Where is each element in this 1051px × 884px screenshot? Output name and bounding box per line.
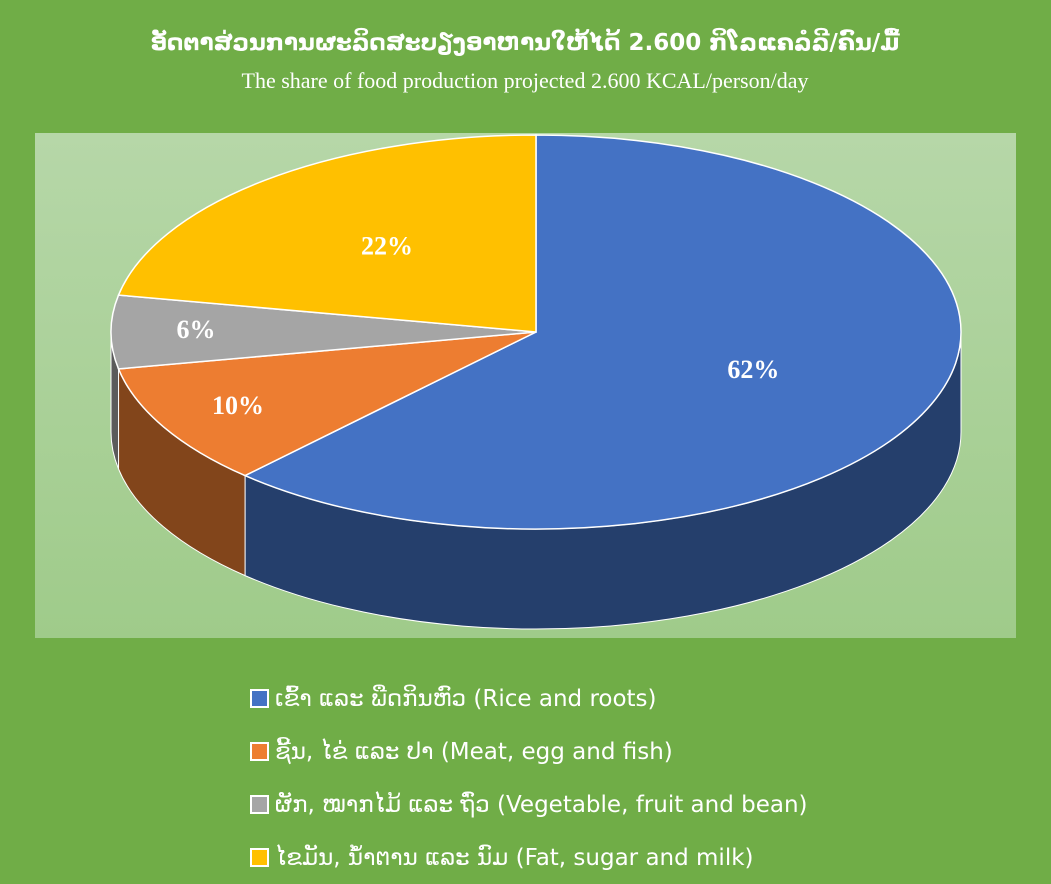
slice — [117, 134, 537, 333]
legend-label: ໄຂມັນ, ນ້ຳຕານ ແລະ ນົມ (Fat, sugar and mi… — [275, 844, 754, 871]
legend-item: ຜັກ, ໝາກໄມ້ ແລະ ຖົ່ວ (Vegetable, fruit a… — [250, 778, 808, 831]
legend-swatch — [250, 689, 269, 708]
data-label: 6% — [177, 315, 216, 344]
legend-swatch — [250, 795, 269, 814]
slice — [243, 134, 962, 530]
legend-item: ເຂົ້າ ແລະ ພືດກິນຫົວ (Rice and roots) — [250, 672, 808, 725]
chart: ອັດຕາສ່ວນການຜະລິດສະບຽງອາຫານໃຫ້ໄດ້ 2.600 … — [35, 27, 1016, 638]
data-label: 62% — [727, 355, 779, 384]
legend-label: ເຂົ້າ ແລະ ພືດກິນຫົວ (Rice and roots) — [275, 685, 657, 712]
chart-subtitle: The share of food production projected 2… — [242, 68, 809, 93]
slice — [110, 294, 537, 370]
chart-title: ອັດຕາສ່ວນການຜະລິດສະບຽງອາຫານໃຫ້ໄດ້ 2.600 … — [151, 27, 901, 56]
data-label: 22% — [361, 231, 413, 260]
data-label: 10% — [212, 391, 264, 420]
legend-swatch — [250, 742, 269, 761]
legend-swatch — [250, 848, 269, 867]
legend-label: ຊີ້ນ, ໄຂ່ ແລະ ປາ (Meat, egg and fish) — [275, 738, 673, 765]
legend: ເຂົ້າ ແລະ ພືດກິນຫົວ (Rice and roots) ຊີ້ນ… — [250, 672, 808, 884]
legend-label: ຜັກ, ໝາກໄມ້ ແລະ ຖົ່ວ (Vegetable, fruit a… — [275, 791, 808, 818]
slice — [117, 331, 537, 477]
legend-item: ໄຂມັນ, ນ້ຳຕານ ແລະ ນົມ (Fat, sugar and mi… — [250, 831, 808, 884]
legend-item: ຊີ້ນ, ໄຂ່ ແລະ ປາ (Meat, egg and fish) — [250, 725, 808, 778]
